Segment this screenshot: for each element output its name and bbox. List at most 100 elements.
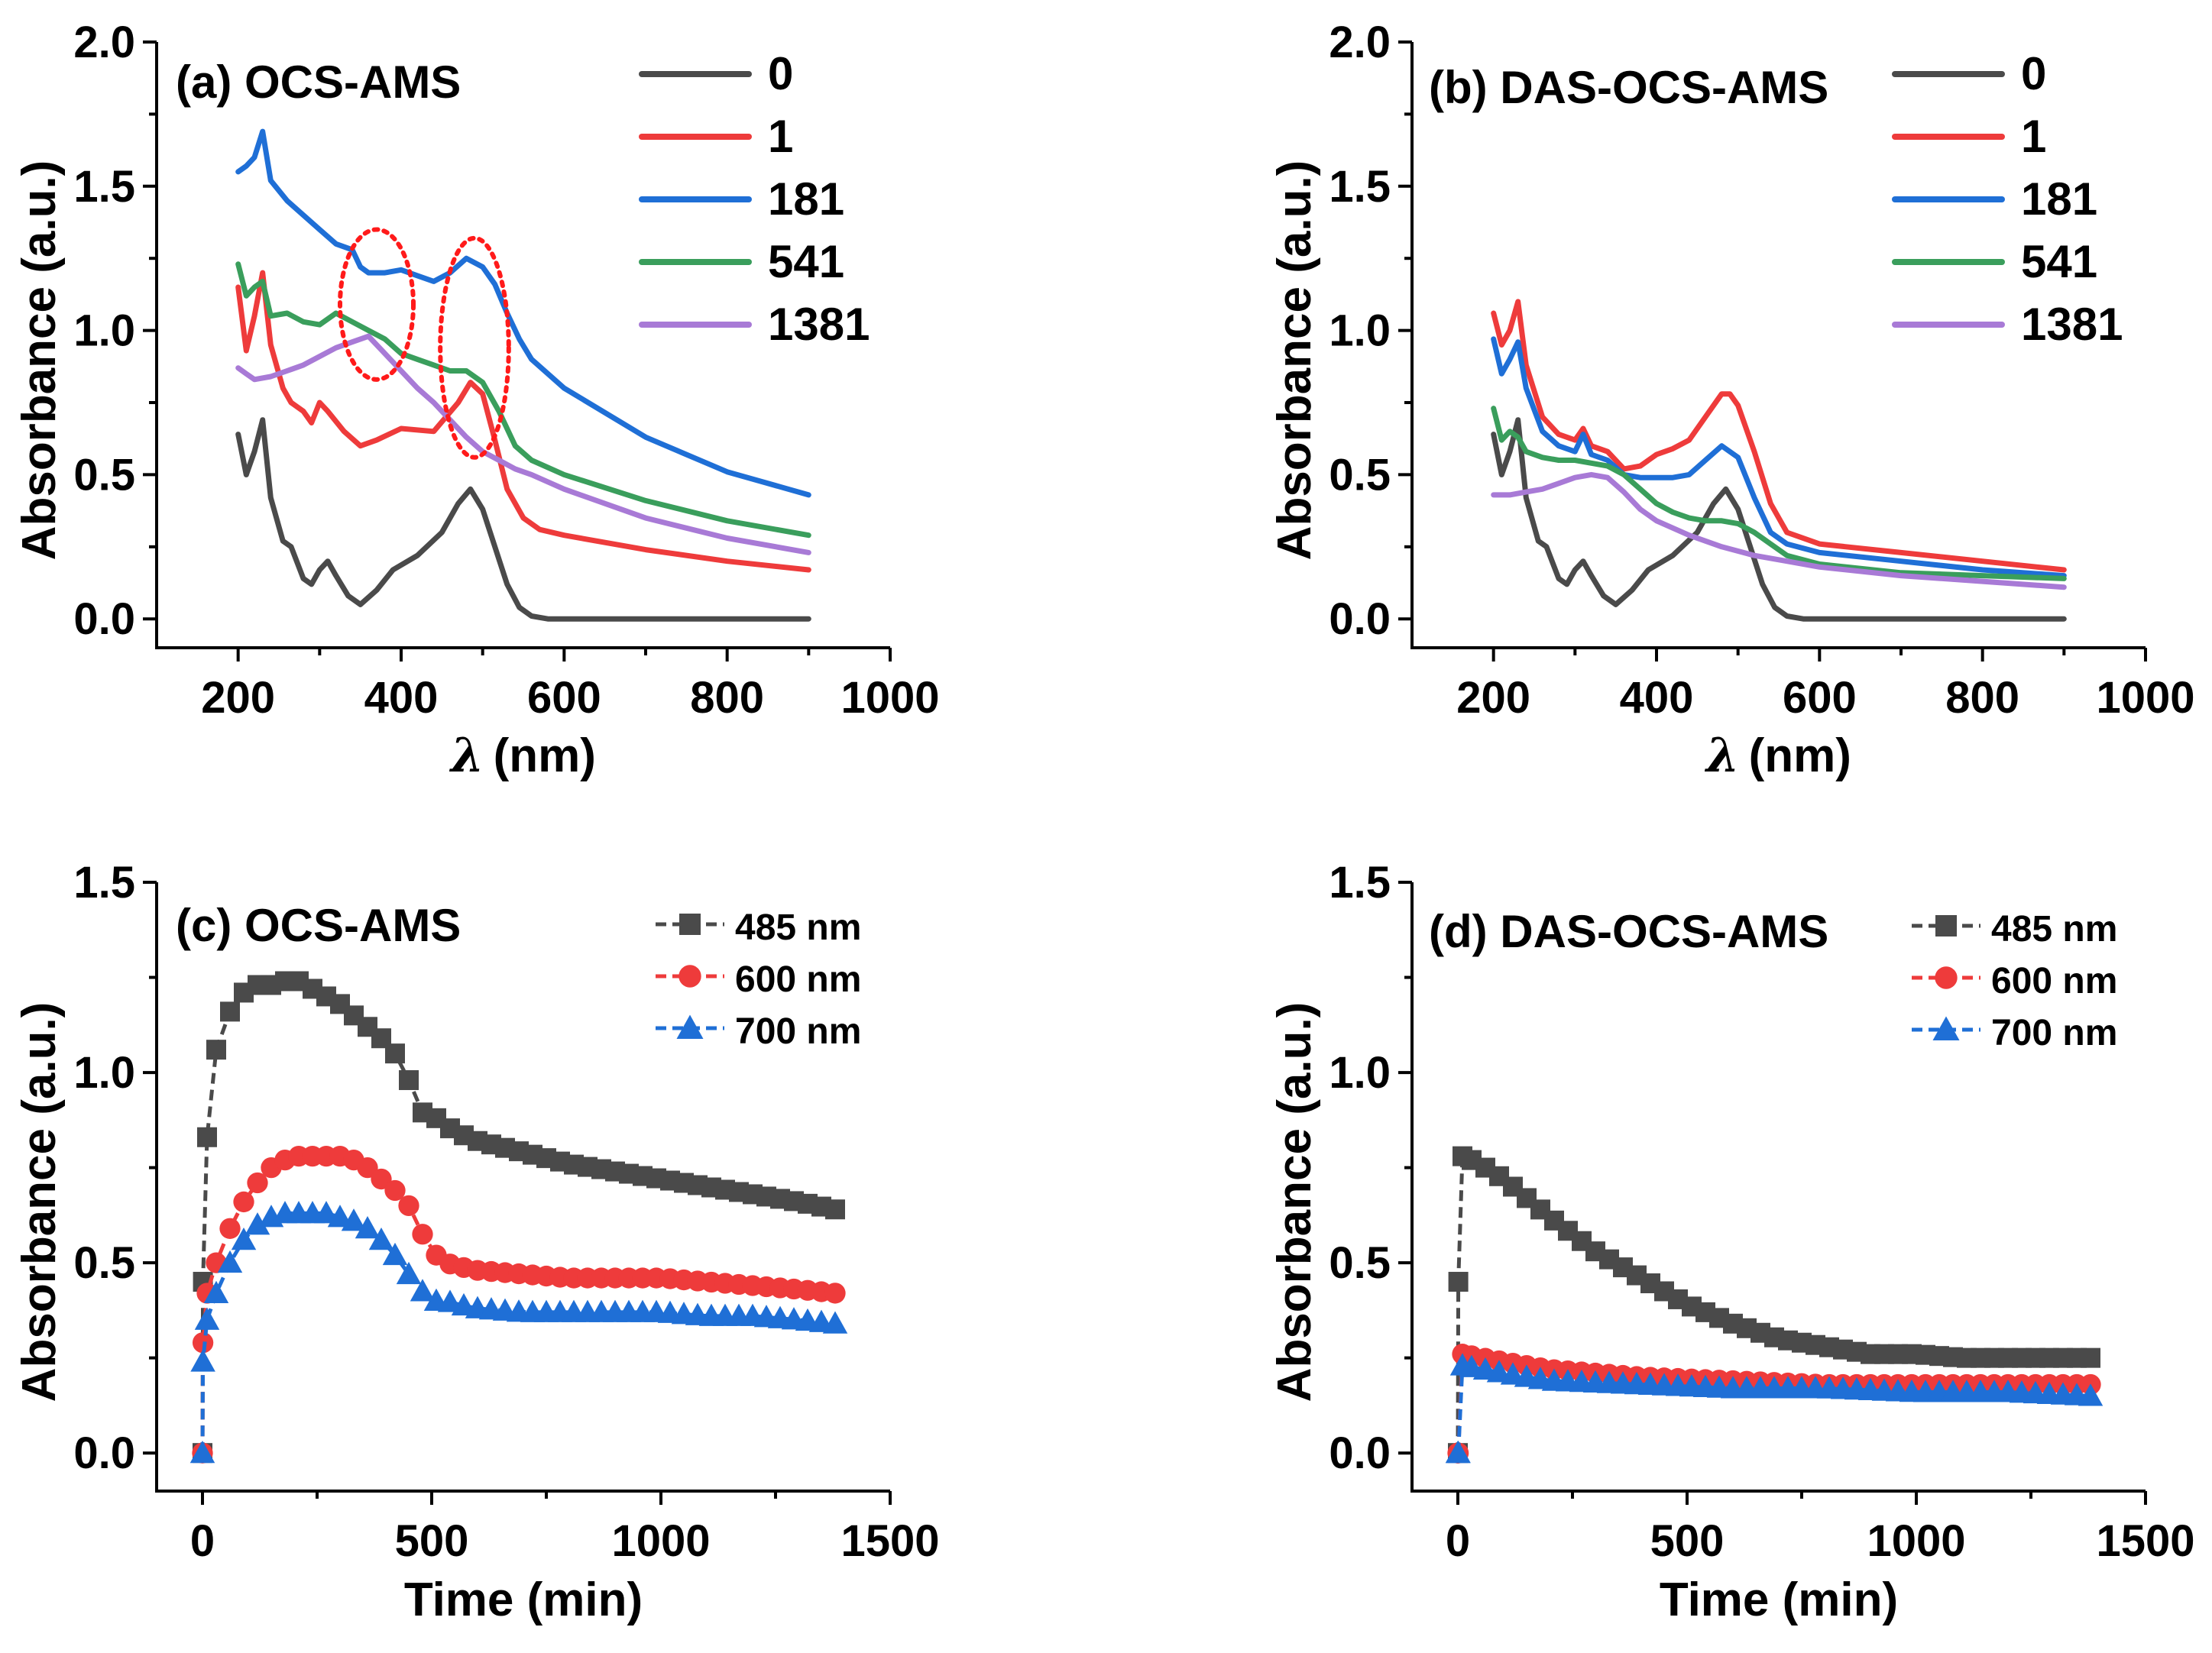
series-600-nm-point [247, 1172, 268, 1194]
y-tick-label: 1.0 [73, 306, 135, 356]
series-485-nm-point [385, 1043, 405, 1064]
series-600-nm-point [412, 1224, 433, 1245]
series-700-nm-markers [1445, 1353, 2104, 1464]
legend-label: 1 [2021, 111, 2046, 162]
x-tick-label: 1000 [840, 673, 939, 723]
x-axis-title: λ (nm) [449, 727, 596, 783]
series-group [235, 128, 811, 622]
y-tick-label: 0.0 [1329, 594, 1391, 644]
series-485-nm-point [1448, 1272, 1469, 1292]
legend: 485 nm 600 nm 700 nm [656, 907, 861, 1052]
legend-item: 700 nm [1912, 1013, 2117, 1053]
y-axis-title: Absorbance (a.u.) [13, 1002, 66, 1402]
legend-item: 485 nm [656, 907, 861, 948]
series-485-nm-markers [1448, 1146, 2100, 1464]
series-1-line [235, 270, 811, 573]
series-700-nm-point [396, 1261, 422, 1285]
series-700-nm-point [1446, 1440, 1471, 1464]
series-600-nm-point [219, 1218, 241, 1239]
x-tick-label: 0 [190, 1516, 215, 1566]
series-700-nm-point [2078, 1383, 2104, 1406]
legend-item: 700 nm [656, 1011, 861, 1052]
x-tick-label: 1000 [611, 1516, 710, 1566]
y-tick-label: 1.5 [73, 162, 135, 212]
y-tick-label: 1.5 [1329, 162, 1391, 212]
series-700-nm-point [355, 1216, 381, 1239]
series-541-line [1491, 406, 2067, 581]
series-700-nm-point [203, 1280, 229, 1303]
legend-label: 541 [2021, 236, 2097, 287]
legend-label: 485 nm [1991, 909, 2117, 949]
series-600-nm-point [371, 1168, 392, 1190]
y-tick-label: 0.5 [1329, 1238, 1391, 1288]
series-700-nm-point [368, 1227, 394, 1250]
legend-label: 1381 [2021, 299, 2123, 350]
dotted-ellipse-annotation [338, 227, 416, 382]
legend-marker [676, 1014, 704, 1039]
legend-item: 181 [1892, 173, 2097, 225]
y-axis-title: Absorbance (a.u.) [13, 160, 66, 561]
legend-label: 700 nm [1991, 1013, 2117, 1053]
y-tick-label: 1.5 [73, 858, 135, 907]
series-181-line [235, 128, 811, 498]
legend-label: 0 [768, 48, 793, 99]
series-600-nm-point [824, 1283, 846, 1304]
legend-label: 600 nm [735, 959, 861, 1000]
series-485-nm-point [399, 1070, 419, 1091]
legend-item: 541 [1892, 236, 2097, 287]
series-700-nm-point [231, 1227, 257, 1250]
series-0-line [235, 417, 811, 622]
series-181-line [1491, 336, 2067, 579]
y-tick-label: 0.0 [1329, 1428, 1391, 1478]
series-600-nm-point [384, 1179, 406, 1202]
series-600-nm-point [357, 1156, 378, 1179]
x-axis-unit: (nm) [1749, 729, 1851, 782]
series-group [189, 971, 848, 1464]
panel-d: 0 500 1000 1500 0.0 0.5 1.0 1.5 Absorbance (a.u.… [1268, 858, 2195, 1626]
panel-b: 200 400 600 800 1000 0.0 0.5 1.0 1.5 2.0 Absorbanc… [1268, 18, 2195, 783]
series-700-nm-markers [189, 1201, 848, 1464]
series-600-nm-point [233, 1191, 254, 1213]
legend-label: 181 [2021, 173, 2097, 225]
y-tick-label: 2.0 [73, 18, 135, 67]
series-485-nm-point [825, 1199, 845, 1220]
x-tick-label: 0 [1446, 1516, 1470, 1566]
y-tick-label: 0.5 [73, 1238, 135, 1288]
series-700-nm-point [313, 1201, 339, 1224]
x-axis-title: λ (nm) [1704, 727, 1851, 783]
x-tick-label: 600 [1783, 673, 1857, 723]
legend-label: 485 nm [735, 907, 861, 948]
series-485-nm-point [220, 1001, 240, 1022]
legend-label: 1 [768, 111, 793, 162]
x-tick-label: 800 [1945, 673, 2019, 723]
y-axis-title: Absorbance (a.u.) [1268, 1002, 1321, 1402]
y-tick-label: 1.5 [1329, 858, 1391, 907]
legend-item: 0 [639, 48, 793, 99]
legend: 0 1 181 541 1381 [1892, 48, 2123, 350]
y-tick-label: 1.0 [1329, 306, 1391, 356]
legend-item: 0 [1892, 48, 2046, 99]
series-1381-line [1491, 471, 2067, 590]
legend-marker [1932, 1016, 1960, 1040]
x-tick-label: 200 [1456, 673, 1530, 723]
series-600-nm-point [398, 1195, 419, 1217]
x-axis-unit: (nm) [494, 729, 596, 782]
legend-label: 700 nm [735, 1011, 861, 1052]
series-700-nm-point [822, 1311, 848, 1334]
legend-item: 541 [639, 236, 844, 287]
series-700-nm-point [190, 1349, 215, 1372]
x-axis-symbol: λ [1704, 727, 1739, 783]
legend-label: 541 [768, 236, 844, 287]
y-tick-label: 0.5 [73, 450, 135, 500]
series-700-nm-point [217, 1250, 243, 1273]
legend-item: 1 [1892, 111, 2046, 162]
series-group [1491, 299, 2067, 622]
y-tick-label: 1.0 [73, 1048, 135, 1098]
x-tick-label: 200 [201, 673, 275, 723]
x-tick-label: 500 [395, 1516, 469, 1566]
x-tick-label: 800 [690, 673, 764, 723]
x-axis-symbol: λ [449, 727, 484, 783]
y-tick-label: 1.0 [1329, 1048, 1391, 1098]
series-1381-line [235, 333, 811, 555]
series-600-nm-markers [192, 1146, 846, 1464]
